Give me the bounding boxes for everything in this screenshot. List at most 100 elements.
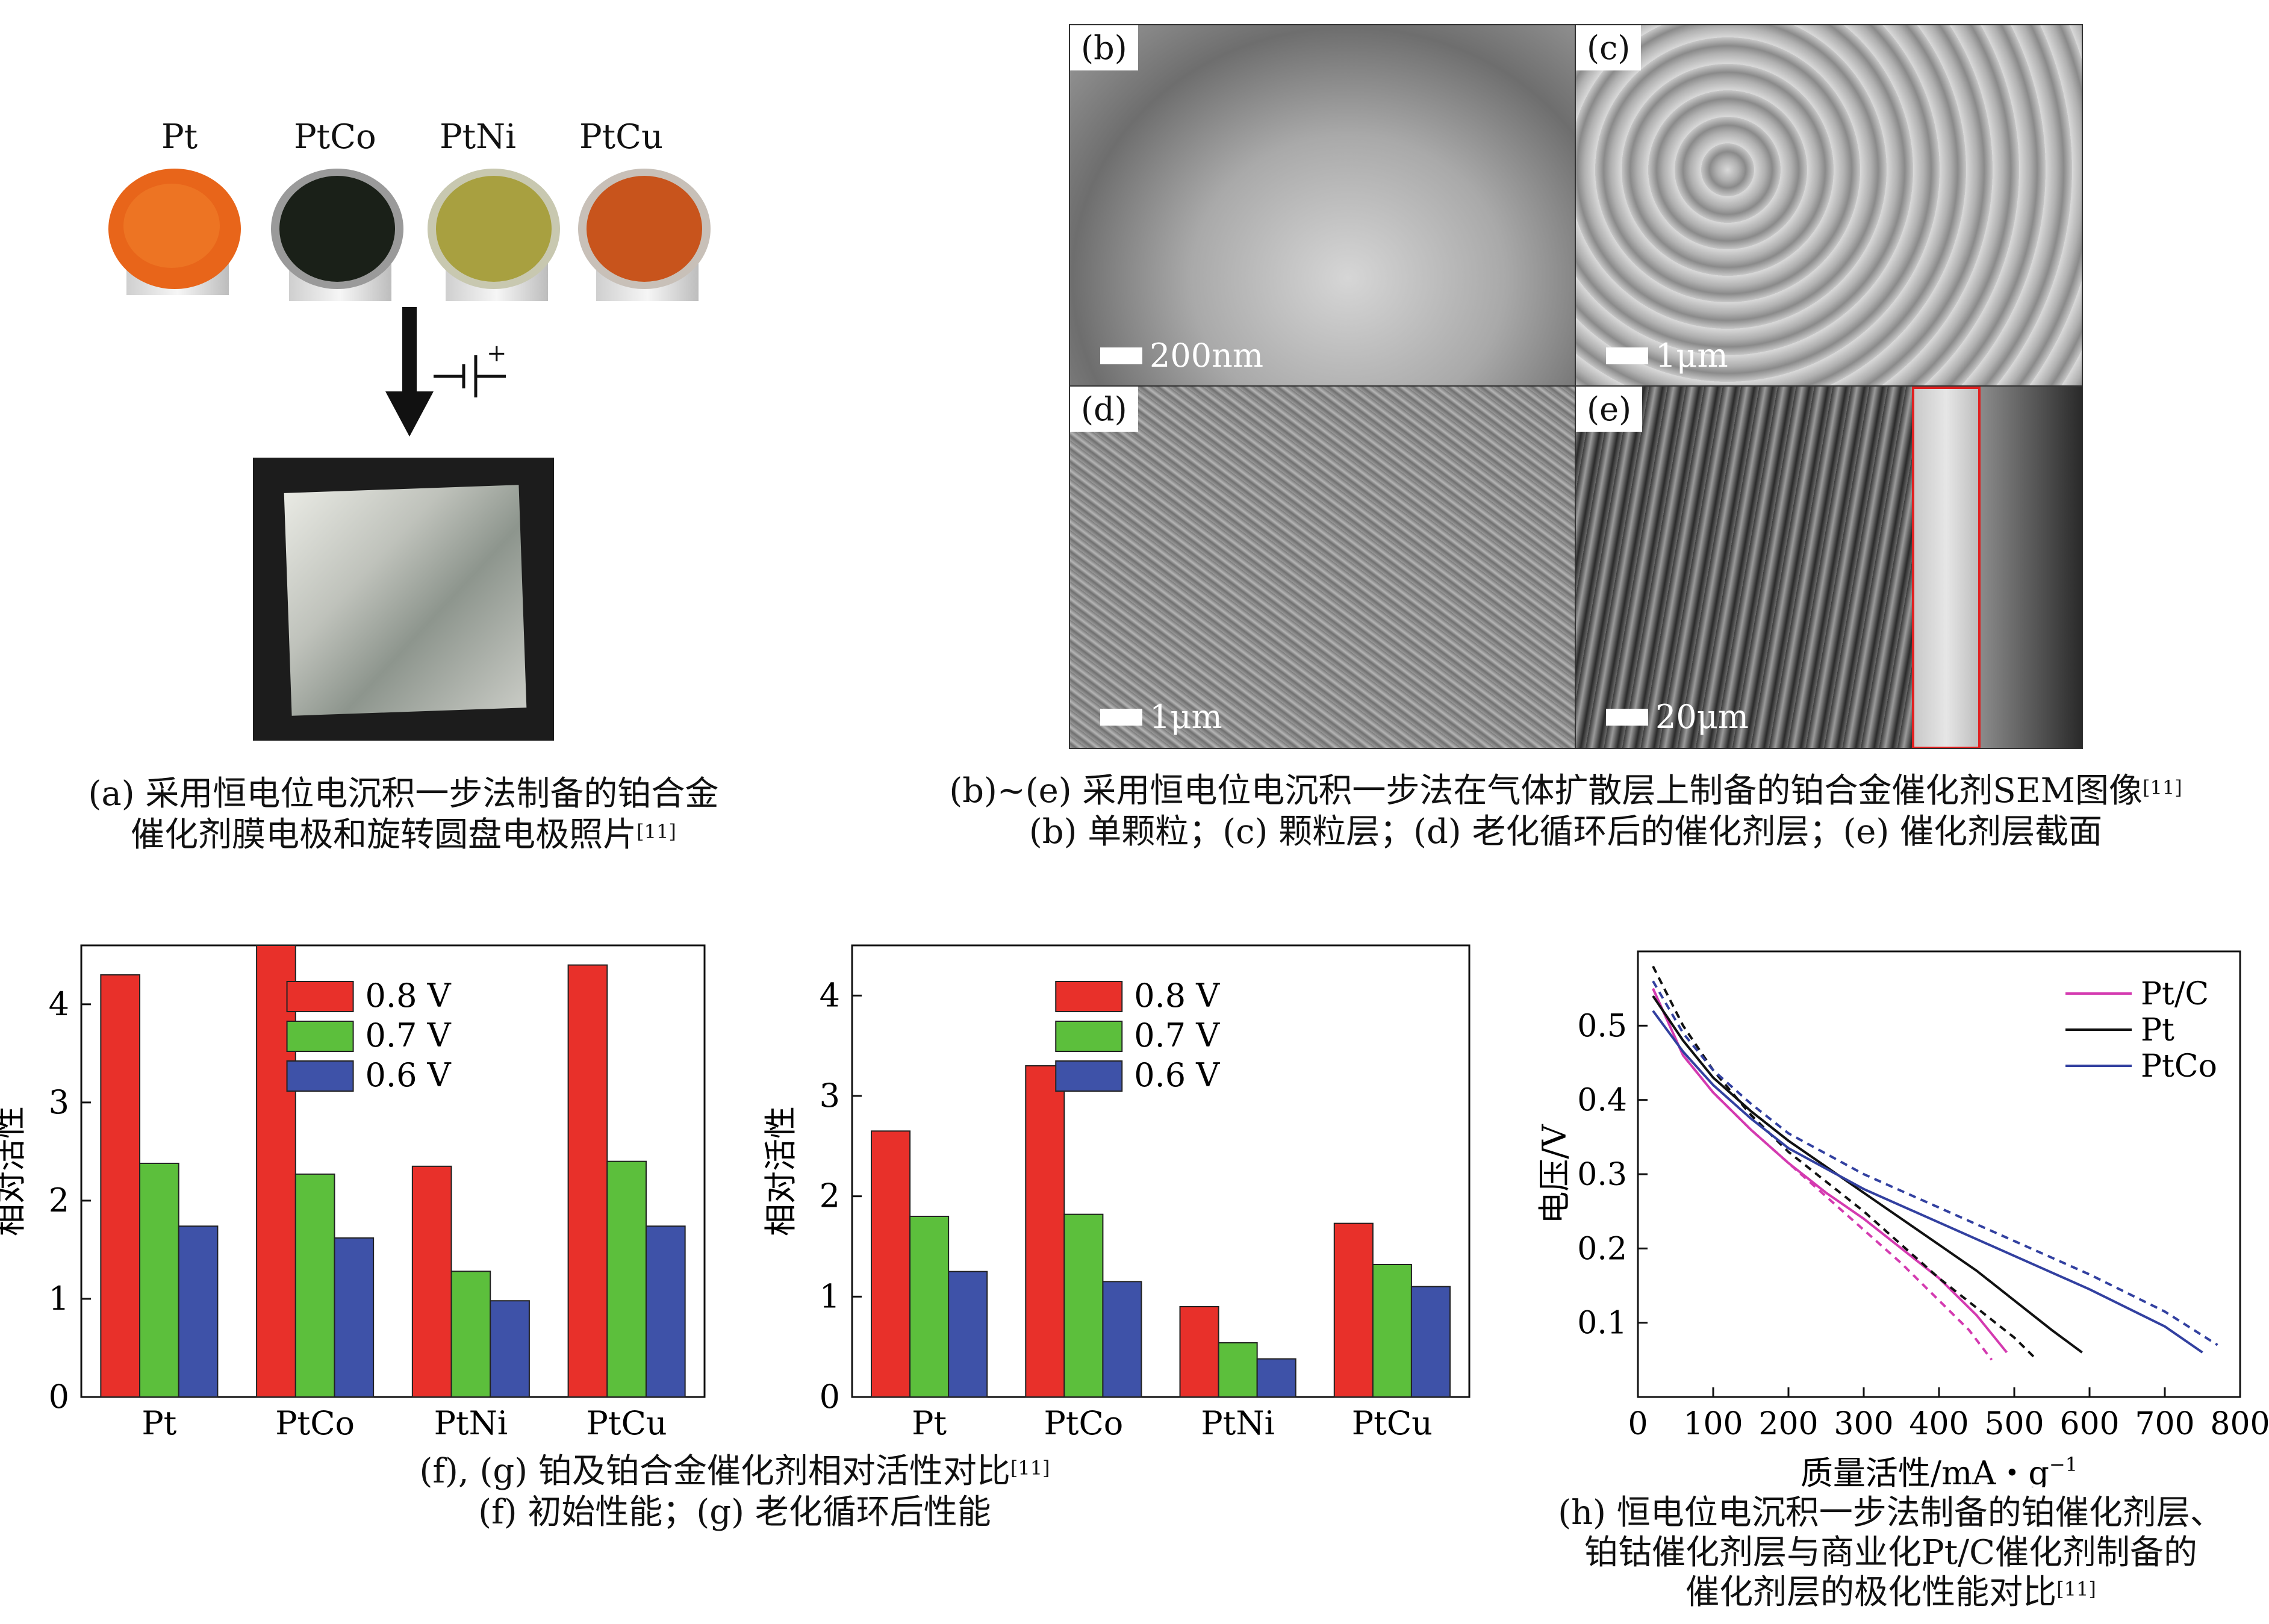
- panel-a: Pt PtCo PtNi PtCu: [90, 90, 783, 831]
- chart-f-bar-PtCo-0.7V: [294, 1173, 335, 1398]
- chart-f-legend-swatch: [286, 1060, 354, 1092]
- sem-tag-e: (e): [1576, 387, 1643, 432]
- chart-g-legend-swatch: [1055, 1060, 1123, 1092]
- disk-ptni: [428, 169, 560, 301]
- chart-h-line-dashed-1: [1652, 988, 1993, 1361]
- scale-bar-d: 1μm: [1100, 698, 1222, 736]
- potentiostat-symbol-icon: +: [434, 343, 507, 397]
- caption-a: (a) 采用恒电位电沉积一步法制备的铂合金 催化剂膜电极和旋转圆盘电极照片[11…: [88, 774, 719, 854]
- cross-section-highlight: [1912, 387, 1981, 748]
- chart-g-ylabel: 相对活性: [762, 1106, 800, 1236]
- caption-h: (h) 恒电位电沉积一步法制备的铂催化剂层、 铂钴催化剂层与商业化Pt/C催化剂…: [1558, 1493, 2224, 1612]
- chart-g-bar-PtNi-0.6V: [1256, 1358, 1296, 1398]
- chart-g-bar-Pt-0.6V: [948, 1271, 988, 1398]
- chart-h-xtick-label: 500: [1984, 1406, 2044, 1442]
- label-ptcu: PtCu: [579, 117, 664, 157]
- chart-h-line-Pt: [1652, 995, 2083, 1354]
- chart-g-bar-PtCu-0.7V: [1372, 1264, 1412, 1398]
- chart-h-legend-label: Pt: [2141, 1012, 2174, 1048]
- sem-image-d: (d) 1μm: [1069, 385, 1577, 749]
- chart-g-bar-PtCu-0.8V: [1333, 1222, 1374, 1398]
- chart-g-category-label: Pt: [912, 1404, 947, 1442]
- chart-g-category-label: PtCo: [1044, 1404, 1123, 1442]
- down-arrow-icon: [385, 307, 434, 437]
- chart-g-frame: [851, 944, 1471, 1398]
- sem-tag-b: (b): [1070, 25, 1138, 70]
- sem-tag-d: (d): [1070, 387, 1138, 432]
- chart-h-xtick-label: 700: [2135, 1406, 2194, 1442]
- chart-f-legend-swatch: [286, 1021, 354, 1052]
- chart-f-ytick-label: 4: [49, 985, 69, 1023]
- chart-g-legend-label: 0.6 V: [1134, 1056, 1220, 1094]
- chart-f-category-label: PtNi: [434, 1404, 508, 1442]
- chart-h-ytick-label: 0.1: [1577, 1305, 1627, 1342]
- sem-tag-c: (c): [1576, 25, 1642, 70]
- sem-image-b: (b) 200nm: [1069, 24, 1577, 388]
- caption-fg: (f), (g) 铂及铂合金催化剂相对活性对比[11] (f) 初始性能；(g)…: [419, 1452, 1050, 1532]
- chart-h-xtick-label: 800: [2210, 1406, 2269, 1442]
- chart-g-ytick-label: 3: [820, 1077, 840, 1115]
- chart-h-xtick-label: 400: [1909, 1406, 1969, 1442]
- chart-h-ytick-label: 0.2: [1577, 1231, 1627, 1267]
- bar-chart-f: 0 1 2 3 4 相对活性 Pt PtCo PtNi PtCu 0.8 V0.7 V0.6 V: [0, 944, 706, 1442]
- disk-pt: [108, 169, 241, 295]
- sem-image-c: (c) 1μm: [1575, 24, 2083, 388]
- label-ptni: PtNi: [440, 117, 517, 157]
- polarization-chart-h: 0 100 200 300 400 500 600 700 800 0.1 0.2 0.3 0.4 0.5…: [1536, 950, 2269, 1487]
- chart-f-legend-label: 0.6 V: [366, 1056, 452, 1094]
- chart-g-legend-label: 0.7 V: [1134, 1016, 1220, 1054]
- chart-f-bar-PtNi-0.7V: [450, 1271, 491, 1398]
- chart-f-bar-Pt-0.8V: [100, 974, 141, 1398]
- chart-h-xlabel: 质量活性/mA・g−1: [1801, 1453, 2078, 1487]
- chart-f-bar-PtCu-0.8V: [567, 964, 608, 1398]
- chart-f-ytick-label: 1: [49, 1280, 69, 1318]
- chart-f-ylabel: 相对活性: [0, 1106, 29, 1236]
- chart-h-xtick-label: 100: [1683, 1406, 1743, 1442]
- chart-f-bar-PtCu-0.7V: [606, 1160, 647, 1398]
- caption-sem: (b)~(e) 采用恒电位电沉积一步法在气体扩散层上制备的铂合金催化剂SEM图像…: [949, 771, 2182, 851]
- chart-f-category-label: PtCo: [275, 1404, 355, 1442]
- chart-f-category-label: PtCu: [587, 1404, 667, 1442]
- scale-bar-b: 200nm: [1100, 337, 1263, 375]
- chart-g-ytick-label: 0: [820, 1378, 840, 1416]
- chart-g-ytick-label: 1: [820, 1277, 840, 1315]
- chart-h-line-dashed-3: [1652, 965, 2038, 1361]
- chart-h-ylabel: 电压/V: [1536, 1124, 1573, 1224]
- chart-f-bar-PtCo-0.8V: [256, 945, 296, 1398]
- chart-f-bar-PtNi-0.8V: [411, 1165, 452, 1398]
- chart-f-legend-swatch: [286, 981, 354, 1012]
- chart-g-bar-PtCo-0.6V: [1102, 1281, 1142, 1398]
- chart-h-line-PtCo: [1652, 1010, 2203, 1354]
- chart-g-legend-swatch: [1055, 1021, 1123, 1052]
- membrane-electrode-photo: [253, 458, 554, 741]
- chart-g-bar-PtCo-0.7V: [1063, 1213, 1104, 1398]
- rotating-disk-electrodes-photo: [108, 169, 711, 301]
- chart-g-bar-Pt-0.8V: [871, 1130, 911, 1398]
- chart-h-ytick-label: 0.4: [1577, 1083, 1627, 1119]
- scale-bar-c: 1μm: [1606, 337, 1728, 375]
- chart-f-bar-PtCo-0.6V: [334, 1237, 375, 1398]
- chart-f-ytick-label: 0: [49, 1378, 69, 1416]
- chart-h-ytick-label: 0.5: [1577, 1008, 1627, 1044]
- chart-f-legend-label: 0.7 V: [366, 1016, 452, 1054]
- chart-h-xtick-label: 600: [2059, 1406, 2119, 1442]
- chart-g-legend-swatch: [1055, 981, 1123, 1012]
- label-pt: Pt: [161, 117, 198, 157]
- chart-g-bar-PtCu-0.6V: [1410, 1286, 1451, 1398]
- chart-f-bar-PtCu-0.6V: [645, 1225, 686, 1398]
- bar-chart-g: 0 1 2 3 4 相对活性 Pt PtCo PtNi PtCu 0.8 V0.7 V0.6 V: [762, 944, 1471, 1442]
- chart-g-ytick-label: 4: [820, 976, 840, 1014]
- chart-f-bar-Pt-0.7V: [139, 1162, 179, 1398]
- chart-h-legend-label: Pt/C: [2141, 976, 2209, 1012]
- svg-text:+: +: [487, 343, 507, 367]
- chart-h-ytick-label: 0.3: [1577, 1157, 1627, 1193]
- chart-f-bar-PtNi-0.6V: [490, 1300, 530, 1398]
- chart-h-xtick-label: 200: [1758, 1406, 1818, 1442]
- chart-h-line-dashed-5: [1652, 980, 2218, 1346]
- chart-g-legend-label: 0.8 V: [1134, 977, 1220, 1015]
- chart-g-ytick-label: 2: [820, 1177, 840, 1215]
- chart-g-category-label: PtNi: [1201, 1404, 1275, 1442]
- sem-image-e: (e) 20μm: [1575, 385, 2083, 749]
- disk-ptco: [271, 169, 403, 301]
- chart-h-xtick-label: 0: [1628, 1406, 1648, 1442]
